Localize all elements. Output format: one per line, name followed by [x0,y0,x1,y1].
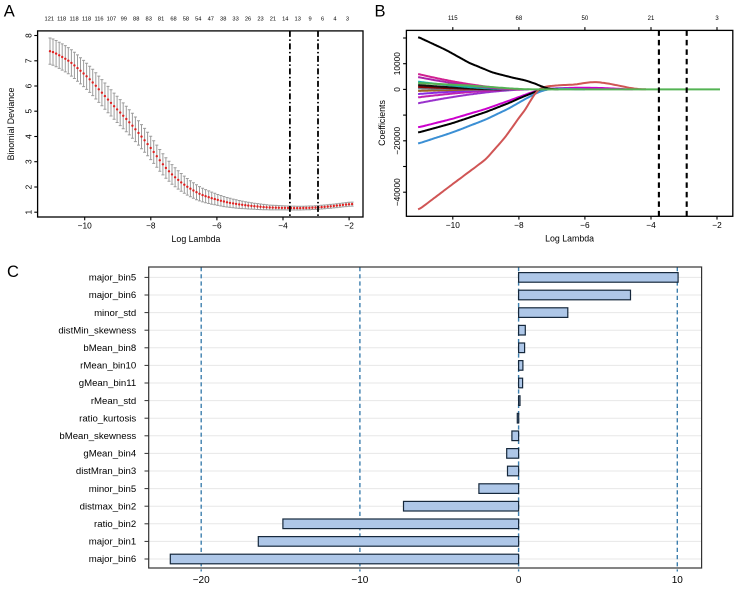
svg-text:33: 33 [232,17,238,23]
svg-text:6: 6 [23,83,33,88]
svg-text:ratio_bin2: ratio_bin2 [94,519,136,530]
svg-text:−2: −2 [712,220,722,230]
svg-text:distMran_bin3: distMran_bin3 [76,466,136,477]
svg-text:5: 5 [23,109,33,114]
svg-text:8: 8 [23,33,33,38]
svg-text:116: 116 [94,17,103,23]
svg-text:3: 3 [715,16,719,22]
svg-text:−10: −10 [78,221,92,231]
svg-text:118: 118 [70,17,79,23]
svg-text:26: 26 [245,17,251,23]
svg-text:−4: −4 [646,220,656,230]
svg-text:0: 0 [392,87,402,92]
svg-text:23: 23 [257,17,263,23]
svg-text:major_bin6: major_bin6 [89,290,136,301]
svg-text:2: 2 [23,184,33,189]
svg-text:−10: −10 [351,575,368,586]
svg-text:major_bin5: major_bin5 [89,273,136,284]
svg-text:47: 47 [208,17,214,23]
svg-text:−6: −6 [580,220,590,230]
svg-text:1: 1 [23,210,33,215]
svg-text:−2: −2 [344,221,354,231]
svg-text:10: 10 [672,575,684,586]
svg-text:Log Lambda: Log Lambda [172,234,221,244]
svg-text:58: 58 [183,17,189,23]
svg-text:115: 115 [448,16,458,22]
svg-text:rMean_bin10: rMean_bin10 [80,361,136,372]
svg-text:distMin_skewness: distMin_skewness [58,325,136,336]
svg-text:83: 83 [146,17,152,23]
svg-text:121: 121 [45,17,55,23]
svg-text:major_bin6: major_bin6 [89,554,136,565]
svg-text:gMean_bin11: gMean_bin11 [79,378,136,389]
svg-text:13: 13 [295,17,301,23]
svg-text:68: 68 [170,17,176,23]
svg-text:99: 99 [121,17,127,23]
svg-text:B: B [375,3,386,21]
svg-text:68: 68 [516,16,523,22]
svg-text:−6: −6 [212,221,222,231]
svg-text:major_bin1: major_bin1 [89,537,136,548]
svg-text:50: 50 [582,16,589,22]
svg-text:−4: −4 [278,221,288,231]
svg-text:−40000: −40000 [392,178,402,206]
svg-text:118: 118 [57,17,66,23]
svg-text:38: 38 [220,17,226,23]
svg-text:gMean_bin4: gMean_bin4 [83,449,136,460]
svg-text:−20000: −20000 [392,126,402,154]
svg-text:81: 81 [158,17,164,23]
svg-text:A: A [4,3,15,21]
svg-text:54: 54 [195,17,201,23]
svg-text:3: 3 [346,17,349,23]
svg-text:−20: −20 [193,575,210,586]
svg-text:21: 21 [648,16,655,22]
svg-text:107: 107 [107,17,117,23]
svg-text:−8: −8 [146,221,156,231]
svg-text:4: 4 [333,17,336,23]
svg-text:21: 21 [270,17,276,23]
svg-text:4: 4 [23,134,33,139]
svg-text:distmax_bin2: distmax_bin2 [80,501,137,512]
svg-text:bMean_bin8: bMean_bin8 [83,343,136,354]
svg-text:118: 118 [82,17,91,23]
svg-text:−8: −8 [514,220,524,230]
svg-text:6: 6 [321,17,324,23]
svg-text:7: 7 [23,58,33,63]
svg-text:bMean_skewness: bMean_skewness [59,431,136,442]
svg-text:3: 3 [23,159,33,164]
svg-text:Coefficients: Coefficients [377,100,387,146]
svg-text:−10: −10 [446,220,460,230]
svg-text:9: 9 [309,17,312,23]
svg-text:0: 0 [516,575,522,586]
svg-text:minor_bin5: minor_bin5 [89,484,136,495]
svg-text:C: C [7,263,19,281]
svg-text:Binomial Deviance: Binomial Deviance [6,87,16,160]
svg-text:Log Lambda: Log Lambda [545,234,594,244]
svg-text:minor_std: minor_std [94,308,136,319]
svg-text:ratio_kurtosis: ratio_kurtosis [79,413,136,424]
svg-text:10000: 10000 [392,52,402,75]
svg-text:rMean_std: rMean_std [91,396,136,407]
svg-text:14: 14 [282,17,288,23]
svg-text:88: 88 [133,17,139,23]
